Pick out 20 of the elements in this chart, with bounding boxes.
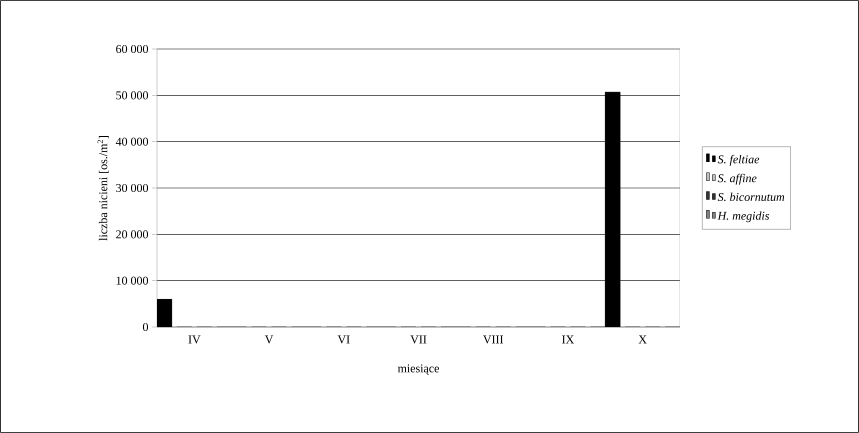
- y-tick-label: 40 000: [116, 138, 148, 146]
- y-axis-title: liczba nicieni [os./m$^{2}$]: [98, 136, 109, 241]
- y-tick-label: 10 000: [116, 276, 148, 285]
- legend-label: H. megidis: [718, 211, 770, 222]
- legend-label: S. bicornutum: [718, 192, 784, 202]
- x-tick-label: VII: [410, 336, 426, 344]
- x-tick-label: VI: [338, 336, 350, 344]
- x-tick-label: VIII: [483, 336, 504, 344]
- legend-label: S. affine: [718, 174, 757, 185]
- x-tick-label: V: [264, 336, 274, 344]
- x-axis-title: miesiące: [398, 364, 440, 375]
- x-tick-label: IV: [188, 336, 201, 344]
- x-tick-label: X: [638, 336, 647, 344]
- legend-label: S. feltiae: [718, 154, 760, 166]
- y-tick-label: 30 000: [116, 184, 148, 192]
- y-tick-label: 60 000: [116, 44, 148, 54]
- x-tick-label: IX: [562, 336, 574, 344]
- y-tick-label: 50 000: [116, 91, 148, 100]
- y-tick-label: 0: [142, 322, 148, 332]
- y-tick-label: 20 000: [116, 230, 148, 238]
